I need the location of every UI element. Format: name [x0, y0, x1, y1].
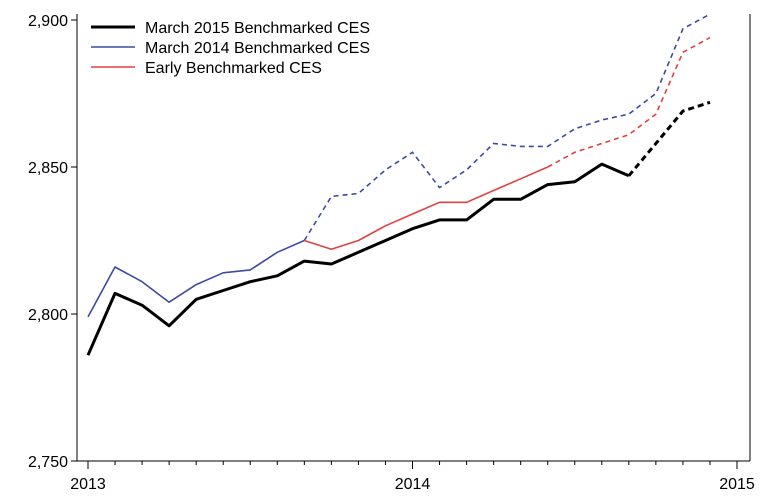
x-tick-label: 2015 — [719, 476, 755, 493]
series-line-dashed — [547, 36, 711, 168]
series-layer — [86, 13, 711, 356]
series-line-solid — [86, 162, 630, 356]
series-2 — [304, 36, 711, 251]
legend: March 2015 Benchmarked CES March 2014 Ben… — [91, 20, 370, 77]
legend-label: Early Benchmarked CES — [145, 60, 322, 77]
series-line-solid — [304, 166, 549, 251]
legend-label: March 2014 Benchmarked CES — [145, 40, 370, 57]
series-line-dashed — [627, 100, 711, 177]
y-tick-label: 2,800 — [28, 307, 68, 324]
series-line-solid — [87, 239, 305, 318]
legend-label: March 2015 Benchmarked CES — [145, 20, 370, 37]
series-0 — [86, 100, 711, 356]
y-tick-label: 2,900 — [28, 13, 68, 30]
x-tick-label: 2014 — [395, 476, 431, 493]
x-tick-label: 2013 — [70, 476, 106, 493]
chart-axes: 2,750 2,800 2,850 2,900 2013 2014 2015 — [28, 13, 755, 493]
y-tick-label: 2,850 — [28, 160, 68, 177]
y-tick-label: 2,750 — [28, 454, 68, 471]
